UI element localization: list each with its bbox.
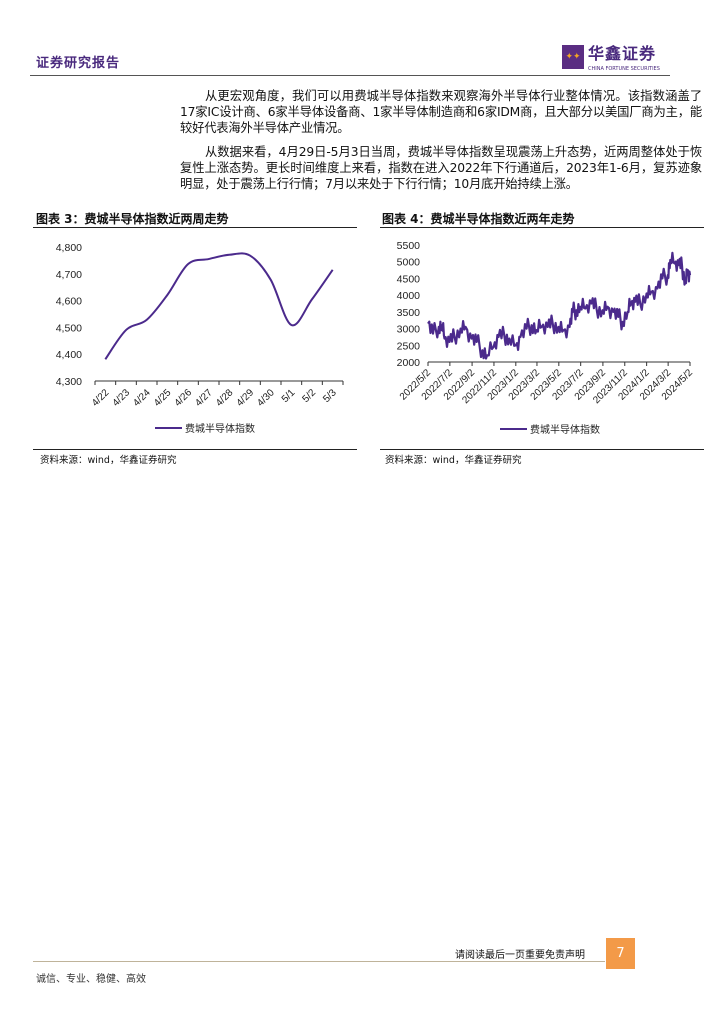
x-tick-label: 5/1 <box>280 387 298 405</box>
y-tick-label: 3500 <box>397 307 421 319</box>
y-tick-label: 4,300 <box>56 376 82 388</box>
x-tick-label: 4/30 <box>255 387 277 409</box>
chart-title: 图表 4：费城半导体指数近两年走势 <box>382 212 575 226</box>
x-tick-label: 4/26 <box>173 387 195 409</box>
y-tick-label: 5500 <box>397 240 421 252</box>
y-tick-label: 2500 <box>397 340 421 352</box>
x-tick-label: 4/28 <box>214 387 236 409</box>
chart-two-year: 200025003000350040004500500055002022/5/2… <box>397 240 696 436</box>
y-tick-label: 4500 <box>397 273 421 285</box>
x-tick-label: 5/2 <box>301 387 319 405</box>
paragraph: 从数据来看，4月29日-5月3日当周，费城半导体指数呈现震荡上升态势，近两周整体… <box>180 145 702 191</box>
y-tick-label: 4000 <box>397 290 421 302</box>
legend-label: 费城半导体指数 <box>530 423 600 436</box>
legend-label: 费城半导体指数 <box>185 422 255 435</box>
logo-name: 华鑫证券 <box>588 44 657 63</box>
chart-title-divider <box>380 227 704 228</box>
x-tick-label: 4/23 <box>111 387 133 409</box>
series-line <box>104 252 334 360</box>
y-tick-label: 3000 <box>397 324 421 336</box>
body-text: 从更宏观角度，我们可以用费城半导体指数来观察海外半导体行业整体情况。该指数涵盖了… <box>180 88 702 192</box>
chart-title-divider <box>33 227 357 228</box>
y-tick-label: 2000 <box>397 357 421 369</box>
page-number: 7 <box>606 938 635 969</box>
source-divider <box>33 449 357 450</box>
y-tick-label: 5000 <box>397 257 421 269</box>
logo-english: CHINA FORTUNE SECURITIES <box>588 66 660 72</box>
y-tick-label: 4,500 <box>56 322 82 334</box>
chart-source: 资料来源：wind，华鑫证券研究 <box>385 455 522 466</box>
company-motto: 诚信、专业、稳健、高效 <box>36 974 146 985</box>
header-divider <box>30 75 670 76</box>
y-tick-label: 4,700 <box>56 269 82 281</box>
footer-divider <box>33 961 605 962</box>
x-tick-label: 4/25 <box>152 387 174 409</box>
company-logo: ✦✦ 华鑫证券 CHINA FORTUNE SECURITIES <box>562 45 662 75</box>
series-line <box>427 251 692 360</box>
x-tick-label: 4/27 <box>193 387 215 409</box>
logo-icon: ✦✦ <box>562 45 584 69</box>
x-tick-label: 4/22 <box>90 387 112 409</box>
x-tick-label: 5/3 <box>321 387 339 405</box>
disclaimer-note: 请阅读最后一页重要免责声明 <box>455 950 585 961</box>
chart-source: 资料来源：wind，华鑫证券研究 <box>40 455 177 466</box>
x-tick-label: 4/29 <box>235 387 257 409</box>
y-tick-label: 4,600 <box>56 296 82 308</box>
paragraph: 从更宏观角度，我们可以用费城半导体指数来观察海外半导体行业整体情况。该指数涵盖了… <box>180 89 702 135</box>
x-tick-label: 4/24 <box>131 387 153 409</box>
y-tick-label: 4,800 <box>56 242 82 254</box>
chart-title: 图表 3：费城半导体指数近两周走势 <box>36 212 229 226</box>
source-divider <box>380 449 704 450</box>
y-tick-label: 4,400 <box>56 349 82 361</box>
report-type-label: 证券研究报告 <box>36 56 121 71</box>
